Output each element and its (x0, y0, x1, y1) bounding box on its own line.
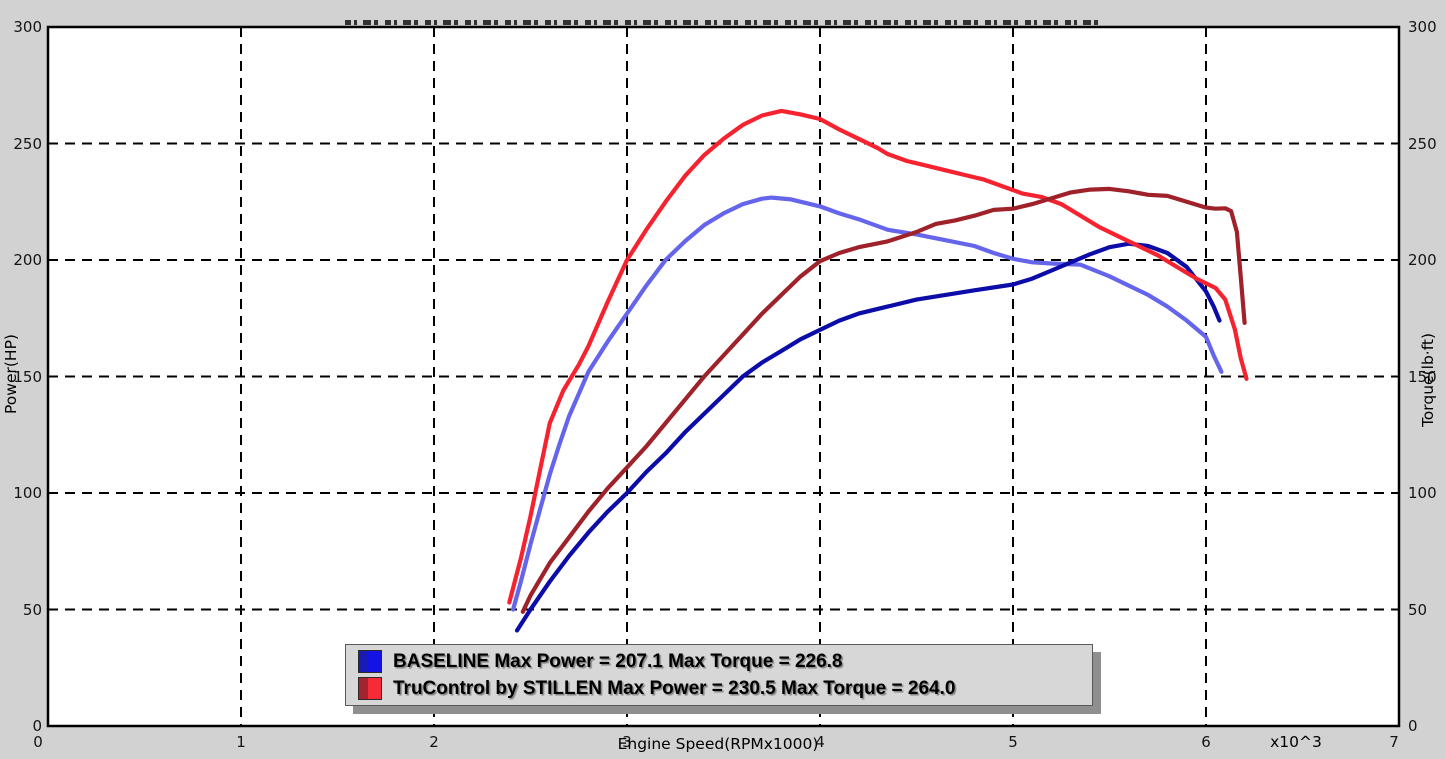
legend-swatch-trucontrol (358, 677, 382, 700)
y-left-tick-label-50: 50 (22, 600, 42, 619)
curve-trucontrol-torque (507, 108, 1249, 605)
y-right-tick-label-0: 0 (1408, 717, 1418, 735)
x-tick-label-5: 5 (1008, 733, 1018, 751)
x-axis-scale-label: x10^3 (1270, 733, 1322, 751)
x-tick-label-4: 4 (815, 733, 825, 751)
x-axis-label: Engine Speed(RPMx1000) (617, 735, 819, 753)
legend-swatch-baseline (358, 650, 382, 673)
y-axis-label-right: Torque(lb·ft) (1419, 332, 1437, 428)
baseline-torque-color-chip (368, 651, 381, 672)
x-tick-label-1: 1 (236, 733, 246, 751)
y-right-tick-label-100: 100 (1408, 484, 1437, 502)
trucontrol-torque-color-chip (368, 678, 381, 699)
legend-label-trucontrol: TruControl by STILLEN Max Power = 230.5 … (393, 677, 956, 699)
y-left-tick-label-150: 150 (13, 367, 42, 386)
y-right-tick-label-250: 250 (1408, 134, 1437, 153)
y-right-tick-label-300: 300 (1408, 18, 1437, 36)
y-left-tick-label-200: 200 (13, 251, 42, 269)
y-right-tick-label-200: 200 (1408, 251, 1437, 269)
legend: BASELINE Max Power = 207.1 Max Torque = … (345, 644, 1093, 706)
x-tick-label-2: 2 (429, 733, 439, 751)
y-left-tick-label-300: 300 (13, 18, 42, 36)
x-tick-label-3: 3 (622, 733, 632, 751)
legend-row-trucontrol: TruControl by STILLEN Max Power = 230.5 … (358, 677, 1092, 700)
y-left-tick-label-100: 100 (13, 484, 42, 502)
y-right-tick-label-150: 150 (1408, 367, 1437, 386)
x-tick-label-7: 7 (1389, 733, 1399, 751)
curve-baseline-torque (511, 195, 1224, 612)
curve-trucontrol-power (520, 186, 1247, 614)
trucontrol-power-color-chip (359, 678, 368, 699)
clipped-title-text-fragments (345, 20, 1102, 25)
legend-label-baseline: BASELINE Max Power = 207.1 Max Torque = … (393, 650, 843, 672)
y-axis-label-left: Power(HP) (2, 334, 20, 414)
y-left-tick-label-250: 250 (13, 134, 42, 153)
x-tick-label-6: 6 (1201, 733, 1211, 751)
y-left-tick-label-0: 0 (32, 717, 42, 735)
baseline-power-color-chip (359, 651, 368, 672)
legend-row-baseline: BASELINE Max Power = 207.1 Max Torque = … (358, 650, 1092, 673)
y-right-tick-label-50: 50 (1408, 600, 1428, 619)
x-tick-label-0: 0 (33, 733, 43, 751)
